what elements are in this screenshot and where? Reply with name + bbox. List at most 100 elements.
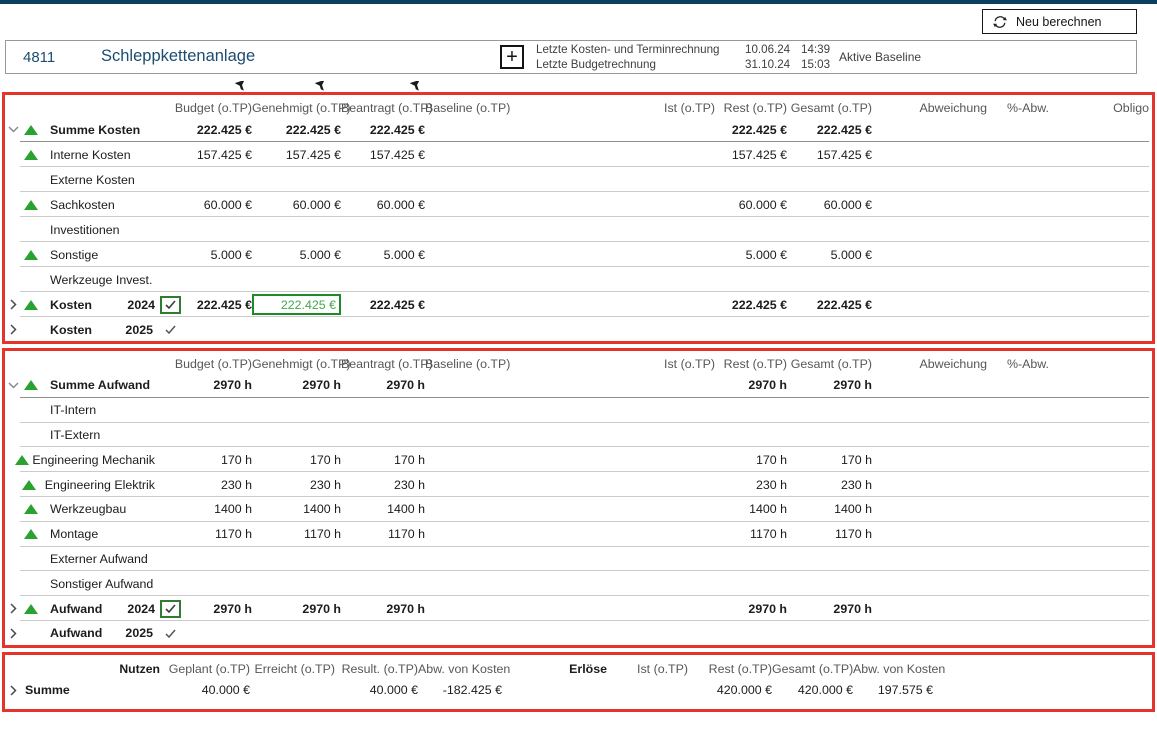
cell-gesamt: 170 h <box>787 453 872 467</box>
chevron-right-icon[interactable] <box>5 603 22 614</box>
chevron-right-icon[interactable] <box>5 299 22 310</box>
table-row-aufwand-2025[interactable]: Aufwand 2025 <box>5 621 1152 646</box>
status-up-icon <box>13 455 29 465</box>
last-cost-calc-label: Letzte Kosten- und Terminrechnung <box>536 43 741 58</box>
status-up-icon <box>22 529 47 539</box>
row-label: Sonstiger Aufwand <box>47 577 155 591</box>
table-row[interactable]: Sachkosten 60.000 € 60.000 € 60.000 € 60… <box>5 192 1152 217</box>
cell-rest: 2970 h <box>715 602 787 616</box>
row-label: Summe Aufwand <box>47 378 155 392</box>
table-row[interactable]: Externe Kosten <box>5 167 1152 192</box>
year-label: 2024 <box>127 602 155 616</box>
table-row[interactable]: Investitionen <box>5 217 1152 242</box>
cell-budget: 60.000 € <box>155 198 252 212</box>
cell-gesamt: 2970 h <box>787 602 872 616</box>
year-label: 2025 <box>125 323 153 337</box>
col-beantragt: Beantragt (o.TP) <box>341 357 425 371</box>
cell-abw-von-kosten-2: 197.575 € <box>853 683 933 697</box>
row-label: Aufwand <box>47 626 125 640</box>
cell-beantragt: 1400 h <box>341 502 425 516</box>
table-row-summe[interactable]: Summe 40.000 € 40.000 € -182.425 € 420.0… <box>5 678 1152 702</box>
chevron-right-icon[interactable] <box>5 685 22 696</box>
expand-plus-button[interactable]: + <box>500 45 524 69</box>
table-row-kosten-2025[interactable]: Kosten 2025 <box>5 317 1152 342</box>
filter-icon-beantragt[interactable] <box>409 79 422 90</box>
table-row[interactable]: Interne Kosten 157.425 € 157.425 € 157.4… <box>5 142 1152 167</box>
table-row[interactable]: Werkzeuge Invest. <box>5 267 1152 292</box>
cell-budget: 2970 h <box>181 602 252 616</box>
cell-genehmigt: 2970 h <box>252 602 341 616</box>
project-title: Schleppkettenanlage <box>101 47 255 66</box>
table-row-kosten-2024[interactable]: Kosten 2024 222.425 € 222.425 € 222.425 … <box>5 292 1152 317</box>
table-row[interactable]: IT-Intern <box>5 398 1152 423</box>
year-label: 2024 <box>127 298 155 312</box>
table-row[interactable]: Werkzeugbau 1400 h 1400 h 1400 h 1400 h … <box>5 497 1152 522</box>
row-label: Kosten <box>47 323 125 337</box>
cell-genehmigt: 157.425 € <box>252 148 341 162</box>
project-header-bar: 4811 Schleppkettenanlage + Letzte Kosten… <box>5 40 1137 74</box>
recalculate-button[interactable]: Neu berechnen <box>982 9 1137 34</box>
calculation-info: Letzte Kosten- und Terminrechnung 10.06.… <box>536 43 843 72</box>
row-label: IT-Intern <box>47 403 155 417</box>
cell-gesamt: 5.000 € <box>787 248 872 262</box>
cell-gesamt: 230 h <box>787 478 872 492</box>
chevron-right-icon[interactable] <box>5 628 22 639</box>
col-ist: Ist (o.TP) <box>510 101 715 115</box>
table-row[interactable]: Montage 1170 h 1170 h 1170 h 1170 h 1170… <box>5 522 1152 547</box>
table-row[interactable]: Summe Aufwand 2970 h 2970 h 2970 h 2970 … <box>5 373 1152 398</box>
table-row[interactable]: Engineering Elektrik 230 h 230 h 230 h 2… <box>5 472 1152 497</box>
table-row[interactable]: IT-Extern <box>5 423 1152 448</box>
cell-budget: 230 h <box>155 478 252 492</box>
cell-genehmigt: 60.000 € <box>252 198 341 212</box>
cell-beantragt: 2970 h <box>341 378 425 392</box>
editable-genehmigt-cell[interactable]: 222.425 € <box>252 294 341 315</box>
year-check-icon[interactable] <box>160 325 181 334</box>
table-row[interactable]: Engineering Mechanik 170 h 170 h 170 h 1… <box>5 447 1152 472</box>
table-row[interactable]: Externer Aufwand <box>5 547 1152 572</box>
filter-icon-budget[interactable] <box>234 79 247 90</box>
table-row-aufwand-2024[interactable]: Aufwand 2024 2970 h 2970 h 2970 h 2970 h… <box>5 596 1152 621</box>
cell-gesamt: 222.425 € <box>787 298 872 312</box>
col-baseline: Baseline (o.TP) <box>425 357 510 371</box>
cell-beantragt: 2970 h <box>341 602 425 616</box>
cell-gesamt: 420.000 € <box>772 683 853 697</box>
year-check-icon[interactable] <box>160 629 181 638</box>
col-abweichung: Abweichung <box>872 357 987 371</box>
last-budget-calc-time: 15:03 <box>801 58 843 73</box>
col-nutzen: Nutzen <box>5 662 160 676</box>
status-up-icon <box>20 480 42 490</box>
status-up-icon <box>22 250 47 260</box>
cell-genehmigt: 2970 h <box>252 378 341 392</box>
chevron-right-icon[interactable] <box>5 324 22 335</box>
col-pabw: %-Abw. <box>987 357 1049 371</box>
year-checkbox-checked[interactable] <box>160 600 181 618</box>
col-budget: Budget (o.TP) <box>155 357 252 371</box>
cell-gesamt: 157.425 € <box>787 148 872 162</box>
cell-budget: 222.425 € <box>155 123 252 137</box>
cell-gesamt: 1400 h <box>787 502 872 516</box>
last-budget-calc-label: Letzte Budgetrechnung <box>536 58 741 73</box>
col-beantragt: Beantragt (o.TP) <box>341 101 425 115</box>
table-row[interactable]: Sonstiger Aufwand <box>5 571 1152 596</box>
cell-genehmigt: 1170 h <box>252 527 341 541</box>
year-checkbox-checked[interactable] <box>160 296 181 314</box>
col-erloese: Erlöse <box>502 662 607 676</box>
cell-rest: 170 h <box>715 453 787 467</box>
table-row[interactable]: Sonstige 5.000 € 5.000 € 5.000 € 5.000 €… <box>5 242 1152 267</box>
cell-geplant: 40.000 € <box>160 683 250 697</box>
cell-rest: 5.000 € <box>715 248 787 262</box>
cell-gesamt: 222.425 € <box>787 123 872 137</box>
status-up-icon <box>22 125 47 135</box>
chevron-down-icon[interactable] <box>5 126 22 133</box>
cell-beantragt: 157.425 € <box>341 148 425 162</box>
cell-budget: 1400 h <box>155 502 252 516</box>
cell-rest: 222.425 € <box>715 298 787 312</box>
table-row[interactable]: Summe Kosten 222.425 € 222.425 € 222.425… <box>5 117 1152 142</box>
filter-icon-genehmigt[interactable] <box>314 79 327 90</box>
nutzen-header-row: Nutzen Geplant (o.TP) Erreicht (o.TP) Re… <box>5 655 1152 678</box>
col-genehmigt: Genehmigt (o.TP) <box>252 357 341 371</box>
cell-budget: 222.425 € <box>181 298 252 312</box>
chevron-down-icon[interactable] <box>5 382 22 389</box>
row-label: Investitionen <box>47 223 155 237</box>
col-geplant: Geplant (o.TP) <box>160 662 250 676</box>
